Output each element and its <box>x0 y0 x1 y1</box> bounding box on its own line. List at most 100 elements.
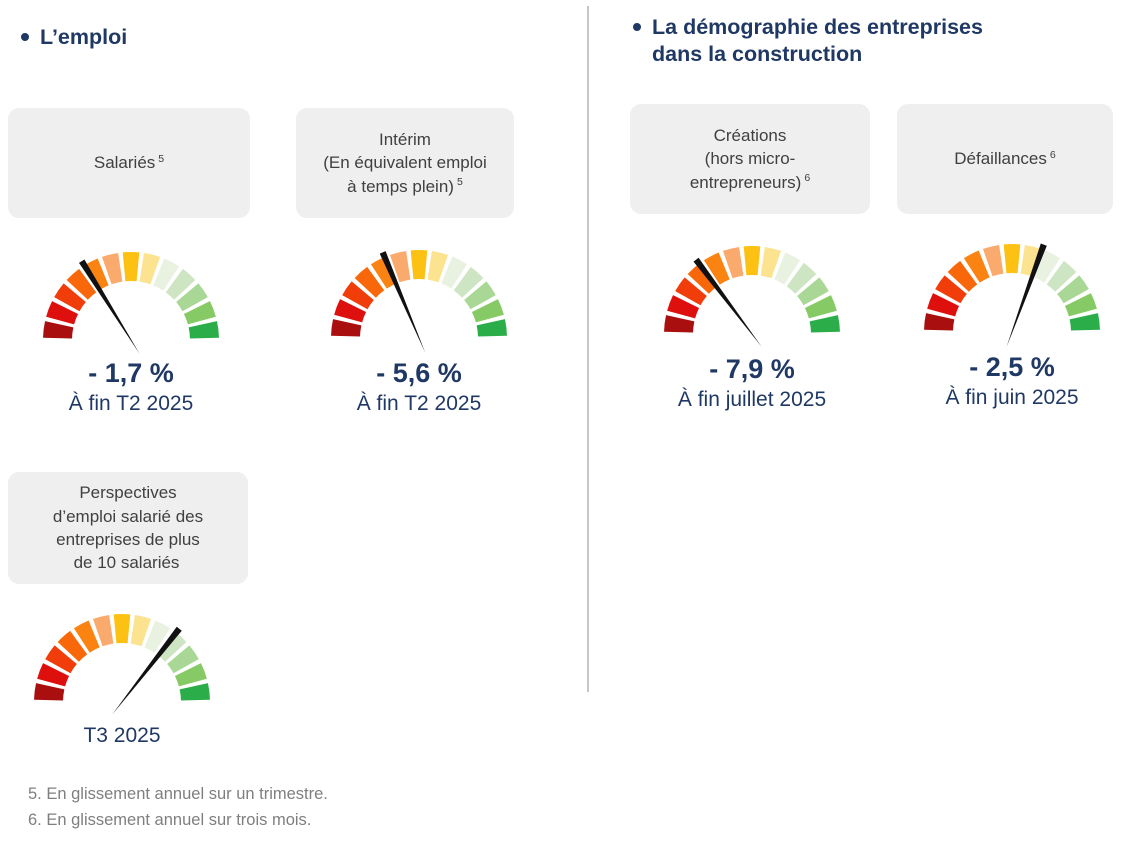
gauge-segment <box>982 244 1004 277</box>
gauge-segment <box>183 301 216 325</box>
gauge-segment <box>66 268 97 300</box>
gauge-segment <box>54 283 86 312</box>
gauge-chart-creations <box>664 245 840 347</box>
gauge-caption-defaillances: À fin juin 2025 <box>945 386 1079 409</box>
gauge-segment <box>1057 275 1089 304</box>
gauge-segment <box>471 299 504 323</box>
gauge-segment <box>130 614 152 647</box>
footnote-ref-5: 5 <box>158 152 165 165</box>
gauge-segment <box>774 252 801 285</box>
gauge-chart-perspectives <box>34 613 210 715</box>
gauge-segment <box>927 293 960 317</box>
gauge-segment <box>334 299 367 323</box>
gauge-segment <box>963 250 990 283</box>
gauge-segment <box>410 249 428 280</box>
footnote-ref-6: 6 <box>1049 148 1056 161</box>
footnote-6: 6. En glissement annuel sur trois mois. <box>28 810 312 829</box>
gauge-chart-interim <box>331 249 507 353</box>
gauge-segment <box>179 683 210 701</box>
gauge-needle <box>379 251 426 353</box>
gauge-segment <box>687 262 718 294</box>
gauge-segment <box>1046 260 1077 292</box>
footnote-ref-6: 6 <box>804 172 811 185</box>
gauge-segment <box>176 283 208 312</box>
gauge-caption-perspectives: T3 2025 <box>83 724 161 747</box>
gauge-segment <box>1064 293 1097 317</box>
gauge-segment <box>167 645 199 674</box>
gauge-segment <box>174 663 207 687</box>
gauge-value-interim: - 5,6 % <box>376 358 462 388</box>
gauge-segment <box>156 630 187 662</box>
gauge-segment <box>354 266 385 298</box>
gauge-segment <box>139 252 161 285</box>
gauge-segment <box>1020 244 1042 277</box>
bullet-icon <box>21 33 29 41</box>
gauge-segment <box>37 663 70 687</box>
footnotes: 5. En glissement annuel sur un trimestre… <box>28 782 328 833</box>
gauge-caption-salaries: À fin T2 2025 <box>68 392 194 415</box>
gauge-chart-defaillances <box>924 243 1100 348</box>
section-title-demography: La démographie des entreprises dans la c… <box>652 15 983 66</box>
gauge-segment <box>370 256 397 289</box>
gauge-segment <box>165 268 196 300</box>
gauge-segment <box>703 252 730 285</box>
gauge-segment <box>675 277 707 306</box>
gauge-caption-creations: À fin juillet 2025 <box>677 388 827 411</box>
indicator-label-creations: Créations (hors micro- entrepreneurs) <box>689 125 802 192</box>
gauge-segment <box>797 277 829 306</box>
gauge-needle <box>693 257 762 347</box>
section-header-demography: La démographie des entreprises dans la c… <box>633 14 1093 68</box>
indicator-label-box-perspectives: Perspectives d’emploi salarié des entrep… <box>8 472 248 584</box>
footnote-5: 5. En glissement annuel sur un trimestre… <box>28 785 328 803</box>
gauge-segment <box>34 683 65 701</box>
gauge-value-creations: - 7,9 % <box>709 354 795 384</box>
gauge-segment <box>1003 243 1021 274</box>
gauge-segment <box>804 295 837 319</box>
indicator-label-box-salaries: Salariés 5 <box>8 108 250 218</box>
gauge-segment <box>122 251 140 282</box>
indicator-label-box-defaillances: Défaillances 6 <box>897 104 1113 214</box>
gauge-value-defaillances: - 2,5 % <box>969 352 1055 382</box>
gauge-segment <box>101 252 123 285</box>
indicator-label-salaries: Salariés <box>93 153 156 173</box>
gauge-segment <box>188 321 219 339</box>
gauge-segment <box>935 275 967 304</box>
section-header-employment: L’emploi <box>21 24 127 51</box>
section-divider <box>587 6 589 692</box>
gauge-segment <box>389 250 411 283</box>
gauge-segment <box>924 313 955 331</box>
gauge-segment <box>153 258 180 291</box>
gauge-segment <box>73 620 100 653</box>
gauge-segment <box>92 614 114 647</box>
bullet-icon <box>633 23 641 31</box>
indicator-label-perspectives: Perspectives d’emploi salarié des entrep… <box>52 483 204 573</box>
footnote-ref-5: 5 <box>456 176 463 189</box>
gauge-segment <box>331 319 362 337</box>
gauge-segment <box>43 321 74 339</box>
gauge-needle <box>1006 243 1047 348</box>
indicator-label-defaillances: Défaillances <box>954 149 1047 169</box>
gauge-segment <box>46 301 79 325</box>
gauge-segment <box>464 281 496 310</box>
gauge-segment <box>57 630 88 662</box>
gauge-segment <box>743 245 761 276</box>
gauge-value-salaries: - 1,7 % <box>88 358 174 388</box>
gauge-segment <box>664 315 695 333</box>
indicator-label-box-creations: Créations (hors micro- entrepreneurs) 6 <box>630 104 870 214</box>
gauge-segment <box>342 281 374 310</box>
section-title-employment: L’emploi <box>40 25 128 49</box>
gauge-segment <box>113 613 131 644</box>
gauge-segment <box>1034 250 1061 283</box>
gauge-segment <box>82 258 109 291</box>
indicator-label-interim: Intérim (En équivalent emploi à temps pl… <box>323 129 487 196</box>
gauge-segment <box>760 246 782 279</box>
gauge-segment <box>427 250 449 283</box>
gauge-segment <box>947 260 978 292</box>
gauge-chart-salaries <box>43 251 219 354</box>
gauge-segment <box>722 246 744 279</box>
gauge-segment <box>441 256 468 289</box>
gauge-segment <box>786 262 817 294</box>
gauge-segment <box>45 645 77 674</box>
gauge-segment <box>809 315 840 333</box>
